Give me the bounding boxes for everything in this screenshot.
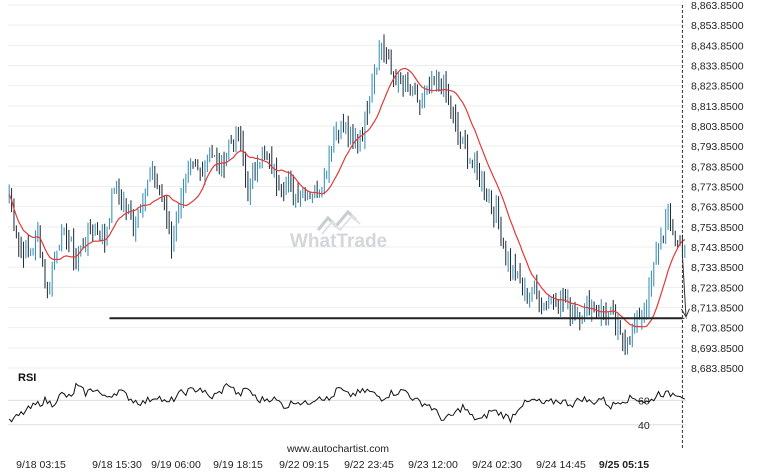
price-tick-label: 8,823.8500 xyxy=(691,81,744,93)
projection-arrow-line xyxy=(681,255,687,317)
rsi-panel: RSI 60 40 xyxy=(8,372,686,432)
candlestick-series xyxy=(8,34,686,355)
rsi-title: RSI xyxy=(18,372,36,384)
chart-trend-icon xyxy=(316,209,361,235)
watermark: WhatTrade xyxy=(290,209,387,252)
rsi-line xyxy=(8,382,685,424)
price-tick-label: 8,833.8500 xyxy=(691,61,744,73)
source-label: www.autochartist.com xyxy=(286,443,389,455)
price-tick-label: 8,693.8500 xyxy=(691,343,744,355)
price-tick-label: 8,853.8500 xyxy=(691,20,744,32)
price-tick-label: 8,713.8500 xyxy=(691,303,744,315)
price-tick-label: 8,683.8500 xyxy=(691,363,744,375)
time-tick-label: 9/25 05:15 xyxy=(599,459,649,471)
time-tick-label: 9/24 14:45 xyxy=(536,459,586,471)
moving-average-line xyxy=(8,67,686,328)
projection-arrow-head xyxy=(681,308,690,319)
price-axis: 8,863.8500 8,853.8500 8,843.8500 8,833.8500… xyxy=(691,0,744,375)
price-tick-label: 8,863.8500 xyxy=(691,0,744,12)
price-tick-label: 8,803.8500 xyxy=(691,121,744,133)
price-tick-label: 8,743.8500 xyxy=(691,242,744,254)
price-tick-label: 8,773.8500 xyxy=(691,182,744,194)
moving-average xyxy=(8,67,686,328)
price-tick-label: 8,703.8500 xyxy=(691,323,744,335)
price-tick-label: 8,733.8500 xyxy=(691,262,744,274)
price-tick-label: 8,783.8500 xyxy=(691,161,744,173)
price-tick-label: 8,843.8500 xyxy=(691,40,744,52)
price-tick-label: 8,753.8500 xyxy=(691,222,744,234)
time-axis: 9/18 03:15 9/18 15:30 9/19 06:00 9/19 18:15… xyxy=(16,459,649,471)
rsi-tick-label: 40 xyxy=(638,420,650,432)
time-tick-label: 9/18 03:15 xyxy=(16,459,66,471)
time-tick-label: 9/22 09:15 xyxy=(279,459,329,471)
price-tick-label: 8,723.8500 xyxy=(691,282,744,294)
time-tick-label: 9/18 15:30 xyxy=(92,459,142,471)
pattern-overlays xyxy=(109,5,690,450)
time-tick-label: 9/19 06:00 xyxy=(151,459,201,471)
price-tick-label: 8,813.8500 xyxy=(691,101,744,113)
time-tick-label: 9/19 18:15 xyxy=(213,459,263,471)
time-tick-label: 9/22 23:45 xyxy=(344,459,394,471)
time-tick-label: 9/23 12:00 xyxy=(408,459,458,471)
price-tick-label: 8,793.8500 xyxy=(691,141,744,153)
watermark-text: WhatTrade xyxy=(290,231,387,252)
rsi-tick-label: 60 xyxy=(638,395,650,407)
time-tick-label: 9/24 02:30 xyxy=(472,459,522,471)
price-tick-label: 8,763.8500 xyxy=(691,202,744,214)
